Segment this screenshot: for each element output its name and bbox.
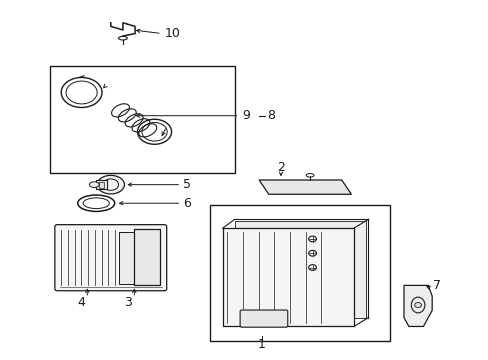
Bar <box>50 66 234 173</box>
Ellipse shape <box>89 182 99 188</box>
Polygon shape <box>403 285 431 327</box>
Bar <box>234 221 366 318</box>
Text: 9: 9 <box>242 109 249 122</box>
Text: 2: 2 <box>277 161 285 174</box>
Text: 8: 8 <box>266 109 274 122</box>
FancyBboxPatch shape <box>240 310 287 327</box>
Bar <box>96 180 107 189</box>
Ellipse shape <box>97 175 124 194</box>
Bar <box>210 205 389 341</box>
Text: 4: 4 <box>77 296 85 309</box>
Ellipse shape <box>414 302 421 307</box>
Bar <box>134 229 160 285</box>
Text: 6: 6 <box>183 197 191 210</box>
Text: 10: 10 <box>164 27 180 40</box>
FancyBboxPatch shape <box>55 225 166 291</box>
Bar <box>119 232 160 284</box>
Text: 1: 1 <box>257 338 265 351</box>
Polygon shape <box>259 180 351 194</box>
Text: 5: 5 <box>183 178 191 191</box>
Bar <box>222 228 353 327</box>
Bar <box>99 182 104 188</box>
Text: 3: 3 <box>124 296 132 309</box>
Text: 7: 7 <box>432 279 440 292</box>
